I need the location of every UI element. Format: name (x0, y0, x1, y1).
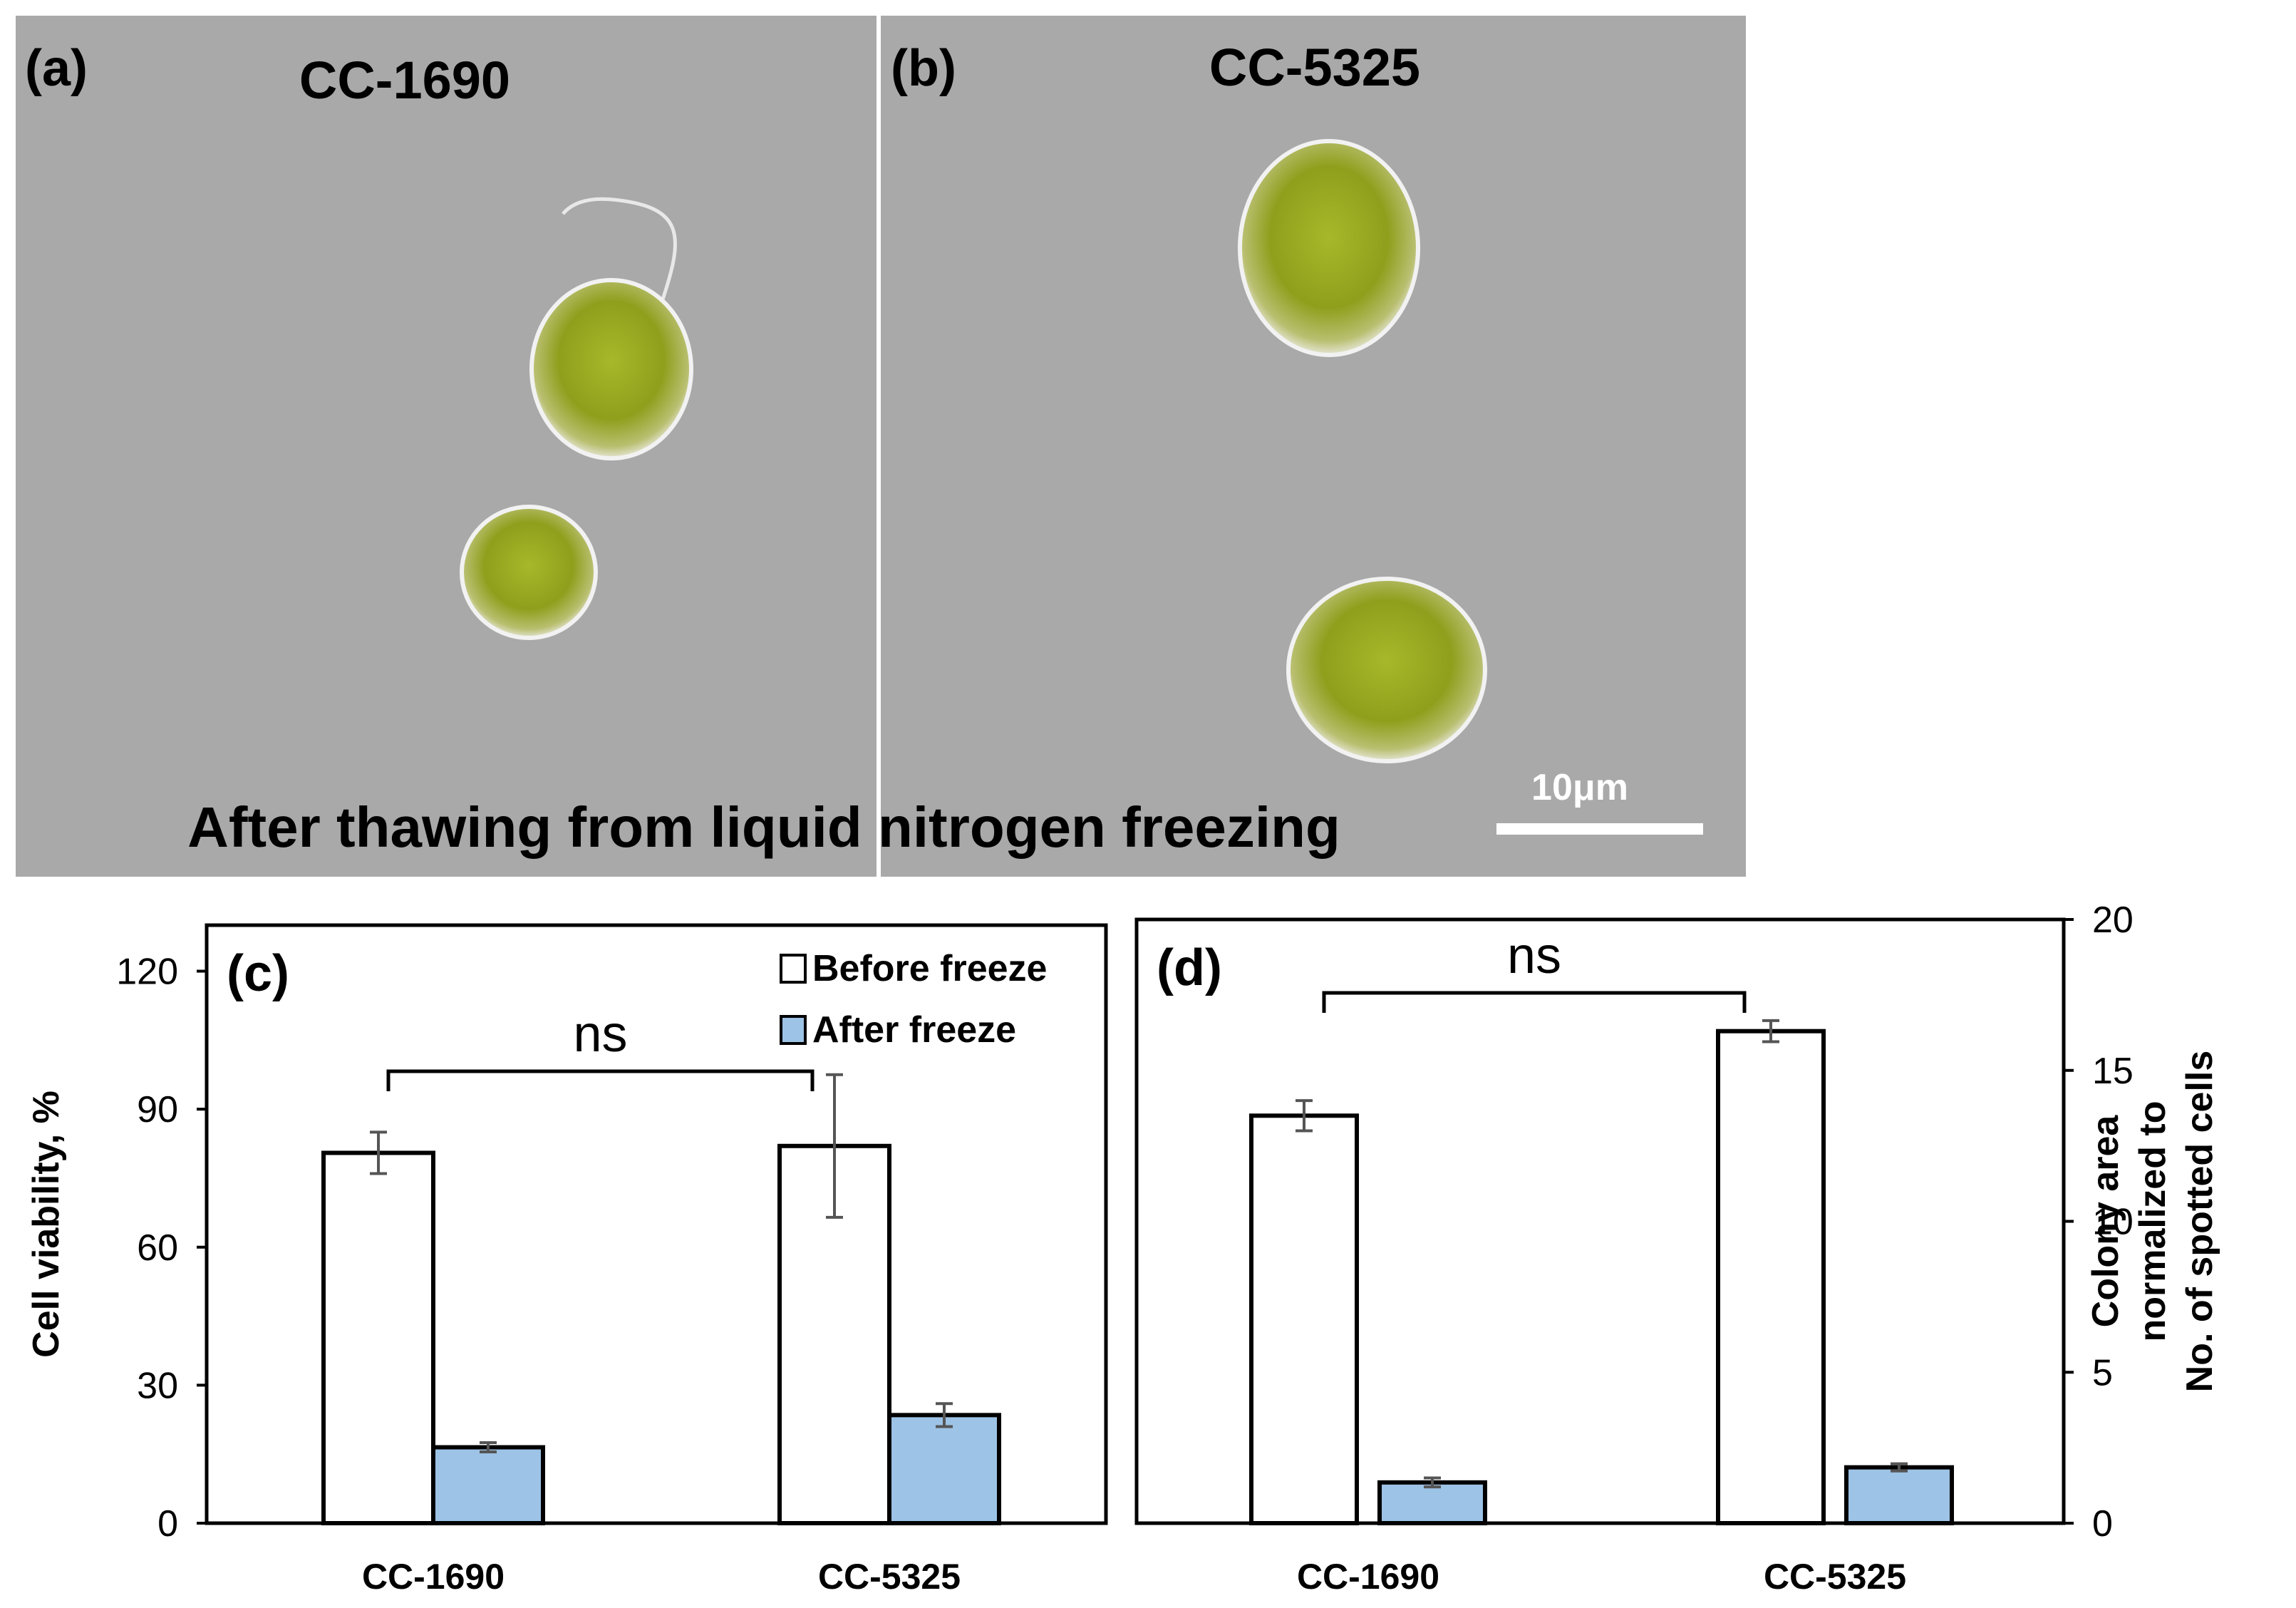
bar (1377, 1480, 1487, 1525)
y-axis-label: Cell viability, % (26, 1091, 67, 1358)
panel-a-label: (a) (25, 40, 88, 97)
x-tick-label: CC-5325 (1764, 1557, 1906, 1597)
cell-b2 (1286, 577, 1487, 763)
bar (431, 1445, 545, 1526)
legend-swatch (780, 1015, 807, 1045)
y-tick-label: 120 (116, 952, 178, 993)
y-tick-label: 0 (2092, 1503, 2113, 1545)
y-axis-label: Colony area (2085, 1115, 2126, 1328)
bar (1844, 1465, 1954, 1526)
bar (1249, 1113, 1359, 1525)
significance-label: ns (573, 1006, 627, 1063)
panel-b-title: CC-5325 (1209, 38, 1420, 97)
y-tick-label: 15 (2092, 1051, 2134, 1092)
legend-swatch (780, 954, 807, 984)
micrograph-a (16, 16, 876, 877)
bar (321, 1150, 435, 1525)
cell-b1 (1238, 139, 1420, 357)
legend-label: After freeze (812, 1009, 1016, 1051)
bar (1716, 1029, 1826, 1525)
significance-bracket (386, 1069, 815, 1091)
y-tick-label: 0 (157, 1503, 178, 1545)
scale-bar-label: 10μm (1531, 767, 1628, 808)
cell-a2 (460, 505, 598, 640)
bar (887, 1413, 1001, 1525)
x-tick-label: CC-1690 (1297, 1557, 1439, 1597)
x-tick-label: CC-5325 (818, 1557, 961, 1597)
y-tick-label: 60 (137, 1227, 178, 1269)
y-tick-label: 20 (2092, 900, 2134, 941)
legend-label: Before freeze (812, 948, 1047, 989)
cell-a1 (529, 278, 693, 460)
y-tick-label: 5 (2092, 1352, 2113, 1393)
panel-label: (c) (227, 945, 289, 1002)
chart-d: 0 5 10 15 20 CC-1690 CC-5325 ns (d) Colony area no… (1134, 900, 2220, 1597)
panel-b-label: (b) (891, 40, 956, 97)
y-tick-label: 10 (2092, 1202, 2134, 1243)
flagellum (562, 197, 677, 300)
panel-a: (a) CC-1690 (16, 16, 876, 877)
caption: After thawing from liquid nitrogen freez… (187, 795, 1340, 859)
panel-label: (d) (1157, 939, 1222, 996)
plot-frame (205, 923, 1108, 1525)
chart-c: 0 30 60 90 120 CC-1690 CC-5325 ns (c) Cell viabil… (26, 923, 1108, 1597)
significance-bracket (1322, 991, 1747, 1013)
scale-bar (1496, 823, 1703, 835)
y-tick-label: 30 (137, 1365, 178, 1406)
y-axis-label: normalized to (2132, 1101, 2173, 1341)
panel-b: (b) CC-5325 10μm (881, 16, 1746, 877)
y-tick-label: 90 (137, 1089, 178, 1130)
panel-a-title: CC-1690 (299, 51, 510, 110)
significance-label: ns (1507, 927, 1561, 984)
x-tick-label: CC-1690 (362, 1557, 505, 1597)
y-axis-label: No. of spotted cells (2179, 1051, 2220, 1393)
